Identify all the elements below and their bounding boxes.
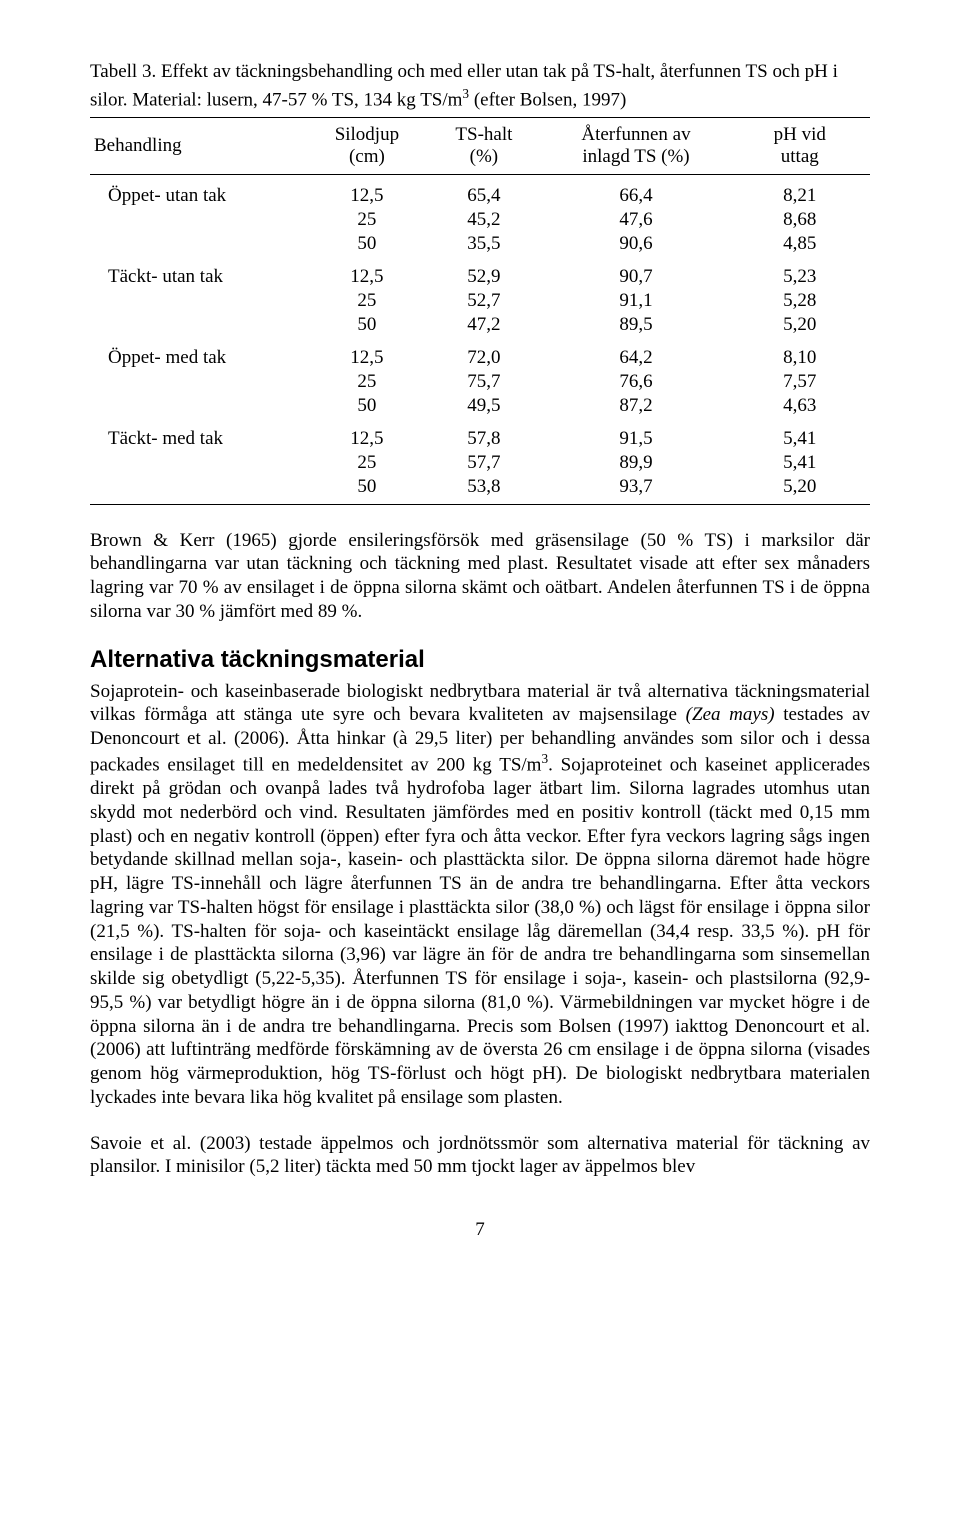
table-cell: 50 [308,232,425,256]
table-cell: 5,41 [730,451,870,475]
table-cell: 4,63 [730,394,870,418]
table-row: Täckt- med tak12,557,891,55,41 [90,418,870,451]
table-cell: 93,7 [542,475,729,505]
row-label: Öppet- med tak [90,337,308,370]
caption-line2: silor. Material: lusern, 47-57 % TS, 134… [90,89,462,110]
paragraph-3: Savoie et al. (2003) testade äppelmos oc… [90,1132,870,1180]
table-caption: Tabell 3. Effekt av täckningsbehandling … [90,60,870,113]
col-silodjup: Silodjup(cm) [308,117,425,174]
table-cell: 5,20 [730,313,870,337]
table-cell: 50 [308,475,425,505]
table-cell: 52,9 [425,256,542,289]
section-heading: Alternativa täckningsmaterial [90,646,870,674]
page-number: 7 [90,1219,870,1241]
table-cell: 87,2 [542,394,729,418]
row-label [90,394,308,418]
row-label: Täckt- med tak [90,418,308,451]
table-row: Täckt- utan tak12,552,990,75,23 [90,256,870,289]
table-cell: 47,6 [542,208,729,232]
row-label [90,232,308,256]
table-row: 5035,590,64,85 [90,232,870,256]
table-cell: 90,6 [542,232,729,256]
table-cell: 8,10 [730,337,870,370]
table-cell: 89,5 [542,313,729,337]
table-cell: 35,5 [425,232,542,256]
table-cell: 75,7 [425,370,542,394]
para2-ital: (Zea mays) [686,704,775,725]
table-cell: 91,5 [542,418,729,451]
col-ph: pH viduttag [730,117,870,174]
row-label [90,313,308,337]
col-tshalt: TS-halt(%) [425,117,542,174]
row-label [90,208,308,232]
caption-line1: Tabell 3. Effekt av täckningsbehandling … [90,61,838,82]
table-cell: 47,2 [425,313,542,337]
table-cell: 5,28 [730,289,870,313]
table-cell: 52,7 [425,289,542,313]
table-cell: 50 [308,313,425,337]
table-cell: 57,7 [425,451,542,475]
table-cell: 90,7 [542,256,729,289]
table-cell: 12,5 [308,418,425,451]
table-cell: 89,9 [542,451,729,475]
table-row: 2575,776,67,57 [90,370,870,394]
row-label [90,475,308,505]
table-cell: 72,0 [425,337,542,370]
table-row: Öppet- med tak12,572,064,28,10 [90,337,870,370]
table-row: 2557,789,95,41 [90,451,870,475]
caption-tail: (efter Bolsen, 1997) [469,89,626,110]
table-cell: 5,41 [730,418,870,451]
table-row: 2552,791,15,28 [90,289,870,313]
table-cell: 45,2 [425,208,542,232]
table-cell: 8,21 [730,174,870,208]
paragraph-2: Sojaprotein- och kaseinbaserade biologis… [90,680,870,1110]
table-cell: 7,57 [730,370,870,394]
table-cell: 76,6 [542,370,729,394]
table-cell: 5,20 [730,475,870,505]
table-cell: 65,4 [425,174,542,208]
table-cell: 12,5 [308,256,425,289]
table-row: 5053,893,75,20 [90,475,870,505]
table-cell: 57,8 [425,418,542,451]
row-label [90,370,308,394]
table-cell: 66,4 [542,174,729,208]
table-row: Öppet- utan tak12,565,466,48,21 [90,174,870,208]
table-cell: 5,23 [730,256,870,289]
table-row: 5047,289,55,20 [90,313,870,337]
row-label: Täckt- utan tak [90,256,308,289]
table-cell: 25 [308,370,425,394]
table-row: 2545,247,68,68 [90,208,870,232]
col-aterfunnen: Återfunnen avinlagd TS (%) [542,117,729,174]
table-cell: 12,5 [308,337,425,370]
data-table: Behandling Silodjup(cm) TS-halt(%) Återf… [90,117,870,505]
table-cell: 25 [308,451,425,475]
table-cell: 49,5 [425,394,542,418]
table-cell: 53,8 [425,475,542,505]
table-cell: 8,68 [730,208,870,232]
para2-c: . Sojaproteinet och kaseinet applicerade… [90,754,870,1108]
col-behandling: Behandling [90,117,308,174]
row-label [90,289,308,313]
paragraph-1: Brown & Kerr (1965) gjorde ensileringsfö… [90,529,870,624]
row-label: Öppet- utan tak [90,174,308,208]
table-cell: 64,2 [542,337,729,370]
table-cell: 4,85 [730,232,870,256]
table-cell: 12,5 [308,174,425,208]
table-row: 5049,587,24,63 [90,394,870,418]
table-cell: 91,1 [542,289,729,313]
row-label [90,451,308,475]
table-cell: 25 [308,208,425,232]
table-cell: 50 [308,394,425,418]
table-cell: 25 [308,289,425,313]
